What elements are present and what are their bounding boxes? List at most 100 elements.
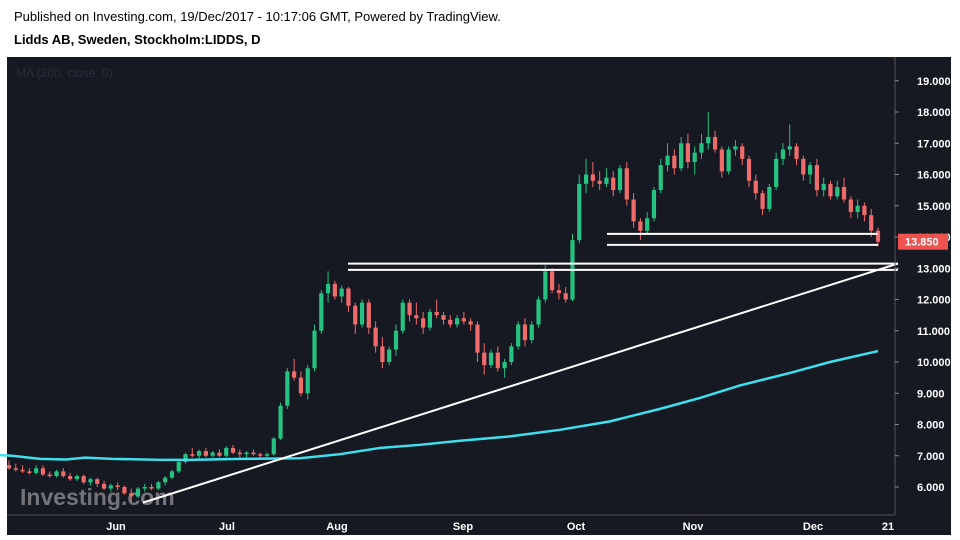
x-tick-label: Sep — [453, 521, 473, 533]
y-tick-label: 11.000 — [917, 326, 950, 338]
candle-body — [651, 190, 657, 219]
candle-body — [808, 165, 813, 175]
candle-body — [740, 146, 745, 159]
candle-body — [502, 362, 507, 369]
candle-body — [482, 352, 487, 366]
candle-body — [115, 485, 120, 487]
candle-body — [509, 346, 514, 362]
y-tick-label: 15.000 — [917, 201, 951, 213]
candle-body — [40, 468, 46, 475]
candle-body — [583, 174, 589, 184]
candle-body — [203, 451, 208, 456]
candle-body — [468, 321, 473, 325]
candle-body — [753, 180, 758, 194]
y-tick-label: 17.000 — [917, 138, 951, 150]
candle-body — [488, 352, 494, 366]
plot-background — [7, 57, 951, 535]
x-axis: Jun Jul Aug Sep Oct Nov Dec 21 — [7, 514, 895, 533]
y-tick-label: 19.000 — [917, 76, 951, 88]
candle-body — [67, 476, 73, 480]
candle-body — [631, 199, 636, 222]
candle-body — [34, 468, 39, 473]
price-tag-box — [898, 233, 948, 250]
candle-body — [387, 349, 392, 362]
candle-body — [285, 371, 290, 406]
candle-body — [461, 318, 466, 322]
y-tick-label: 9.000 — [917, 388, 945, 400]
candle-body — [726, 149, 731, 172]
candle-body — [597, 180, 602, 184]
candle-body — [475, 324, 480, 353]
x-tick-label: Dec — [803, 521, 823, 533]
candle-body — [543, 271, 548, 300]
candle-body — [74, 476, 79, 480]
candle-body — [292, 371, 297, 378]
candle-body — [169, 471, 175, 478]
candle-body — [855, 205, 860, 212]
candle-body — [332, 283, 337, 297]
candle-body — [264, 454, 270, 456]
candle-body — [624, 168, 629, 200]
candle-body — [617, 168, 623, 191]
candle-body — [869, 215, 874, 231]
candle-body — [47, 474, 52, 477]
trendlines — [142, 232, 899, 504]
candle-body — [210, 452, 215, 456]
candle-body — [95, 479, 100, 484]
candle-body — [875, 230, 881, 242]
candle-body — [54, 471, 59, 477]
candle-body — [706, 137, 711, 144]
candle-body — [692, 152, 697, 162]
x-tick-label: Nov — [683, 521, 705, 533]
candle-body — [679, 143, 684, 169]
candle-body — [312, 330, 317, 369]
y-axis: 6.000 7.000 8.000 9.000 10.000 11.000 12.000 13… — [894, 57, 951, 515]
candle-body — [434, 312, 439, 316]
candle-body — [672, 155, 677, 169]
candle-body — [454, 318, 460, 325]
candle-body — [780, 149, 786, 159]
candle-body — [373, 327, 378, 347]
candle-body — [27, 471, 32, 473]
candle-body — [550, 271, 555, 291]
candle-body — [563, 293, 568, 300]
candle-body — [122, 487, 127, 494]
candle-body — [590, 174, 595, 181]
candle-body — [20, 469, 25, 472]
candle-body — [841, 187, 847, 200]
candle-body — [536, 299, 541, 325]
candle-body — [441, 315, 446, 320]
candle-body — [190, 454, 195, 456]
candle-body — [251, 452, 256, 455]
price-tag-value: 13.850 — [905, 237, 939, 249]
candle-body — [611, 177, 616, 191]
candle-body — [224, 447, 229, 456]
candle-body — [101, 483, 107, 489]
candle-body — [801, 158, 806, 175]
candle-body — [529, 324, 534, 341]
y-tick-label: 10.000 — [917, 357, 951, 369]
x-tick-label: Oct — [567, 521, 586, 533]
candle-body — [848, 199, 853, 212]
candle-body — [339, 288, 344, 297]
candle-body — [821, 183, 826, 191]
candle-body — [699, 143, 704, 153]
candle-body — [163, 477, 168, 483]
y-tick-label: 16.000 — [917, 170, 951, 182]
candle-body — [862, 205, 867, 216]
candle-body — [638, 221, 643, 231]
candle-body — [814, 165, 820, 191]
candle-body — [108, 485, 113, 489]
candle-body — [366, 302, 371, 328]
y-tick-label: 12.000 — [917, 295, 951, 307]
published-caption: Published on Investing.com, 19/Dec/2017 … — [14, 9, 501, 24]
candle-body — [135, 488, 141, 497]
candle-body — [346, 288, 351, 306]
candle-body — [244, 452, 249, 455]
candle-body — [794, 146, 799, 159]
candle-body — [835, 187, 840, 197]
trendline — [142, 262, 899, 504]
candle-body — [556, 290, 562, 294]
symbol-title: Lidds AB, Sweden, Stockholm:LIDDS, D — [14, 32, 261, 47]
